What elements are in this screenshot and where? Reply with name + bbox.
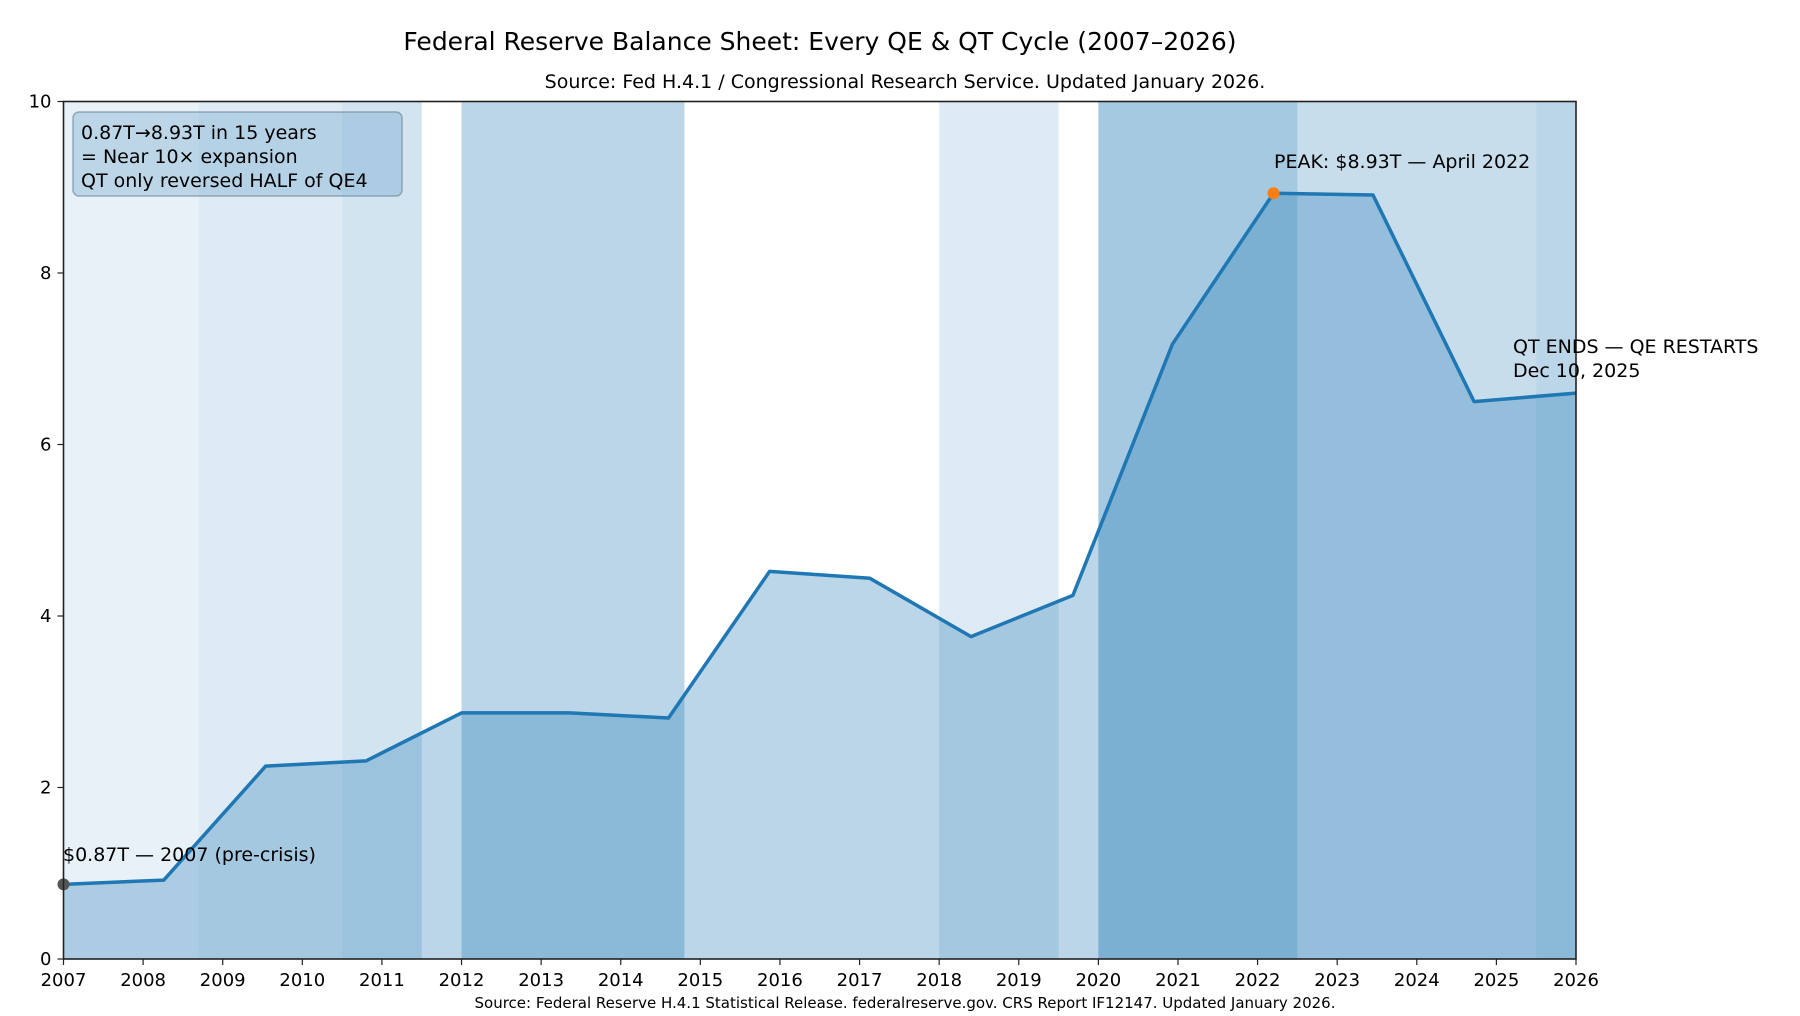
annotation-peak: PEAK: $8.93T — April 2022 [1274,151,1530,173]
data-marker [1267,187,1280,200]
y-tick-label: 6 [40,435,51,456]
chart-title: Federal Reserve Balance Sheet: Every QE … [403,27,1236,56]
plot-frame [62,100,1577,960]
x-tick-label: 2009 [200,970,246,991]
x-tick-label: 2020 [1075,970,1121,991]
x-tick-label: 2013 [518,970,564,991]
y-tick-label: 10 [29,92,52,113]
summary-line-2: = Near 10× expansion [81,146,298,168]
shaded-period [1536,101,1576,959]
chart-subtitle: Source: Fed H.4.1 / Congressional Resear… [545,71,1266,93]
annotation-start: $0.87T — 2007 (pre-crisis) [63,844,316,866]
balance-line [63,191,1577,887]
shaded-period [461,101,685,959]
x-tick-label: 2022 [1235,970,1281,991]
summary-box [72,111,403,197]
x-tick-label: 2023 [1314,970,1360,991]
x-tick-label: 2025 [1473,970,1519,991]
x-tick-label: 2010 [279,970,325,991]
shaded-period [342,101,422,959]
y-tick-label: 0 [40,949,51,970]
summary-line-1: 0.87T→8.93T in 15 years [81,122,317,144]
y-tick-label: 2 [40,778,51,799]
x-tick-label: 2024 [1394,970,1440,991]
x-tick-label: 2012 [439,970,485,991]
x-tick-label: 2015 [677,970,723,991]
x-tick-label: 2011 [359,970,405,991]
y-tick-label: 8 [40,263,51,284]
x-tick-label: 2007 [41,970,87,991]
x-tick-label: 2018 [916,970,962,991]
y-tick-label: 4 [40,606,51,627]
x-tick-label: 2021 [1155,970,1201,991]
x-tick-label: 2026 [1553,970,1599,991]
x-tick-label: 2014 [598,970,644,991]
x-tick-label: 2016 [757,970,803,991]
shaded-period [63,101,199,959]
footer-source: Source: Federal Reserve H.4.1 Statistica… [475,994,1336,1012]
shaded-period [1297,101,1537,959]
y-axis: 0 2 4 6 8 10 [29,92,64,970]
shaded-periods [63,101,1576,959]
x-axis: 2007 2008 2009 2010 2011 2012 2013 2014 2015 2016… [41,959,1599,991]
x-tick-label: 2008 [120,970,166,991]
annotation-qt-end-2: Dec 10, 2025 [1513,360,1640,382]
annotation-qt-end-1: QT ENDS — QE RESTARTS [1513,336,1758,358]
shaded-period [939,101,1059,959]
x-tick-label: 2019 [996,970,1042,991]
x-tick-label: 2017 [837,970,883,991]
shaded-period [1098,101,1298,959]
summary-line-3: QT only reversed HALF of QE4 [81,170,368,192]
